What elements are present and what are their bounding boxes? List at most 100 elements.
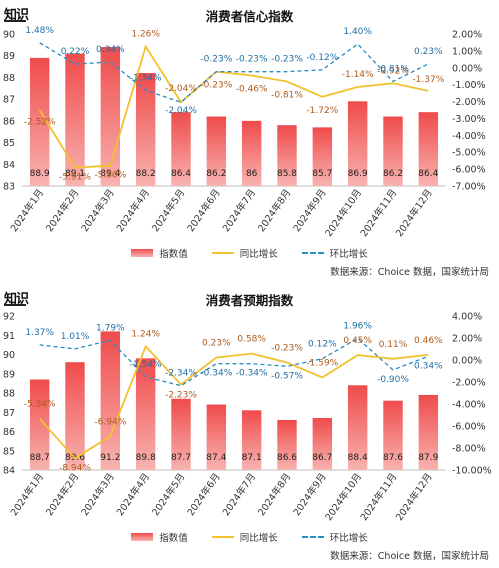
mom-data-label: -0.23% [236, 55, 268, 65]
y-tick-left: 83 [3, 182, 15, 193]
bar-value-label: 86.4 [418, 169, 438, 179]
y-tick-left: 89 [3, 369, 15, 380]
x-tick-label: 2024年2月 [43, 187, 81, 234]
bar-value-label: 86 [246, 169, 258, 179]
mom-data-label: 1.79% [96, 323, 125, 333]
y-tick-right: -8.00% [452, 444, 486, 455]
x-tick-label: 2024年3月 [79, 187, 117, 234]
y-tick-left: 87 [3, 408, 15, 419]
bar-value-label: 86.2 [206, 169, 226, 179]
yoy-data-label: 0.11% [379, 340, 408, 350]
y-tick-right: -1.00% [452, 80, 486, 91]
bar [206, 404, 227, 470]
chart-title: 消费者信心指数 [205, 9, 294, 24]
bar [347, 101, 368, 186]
x-tick-label: 2024年6月 [185, 471, 223, 518]
yoy-data-label: -5.80% [94, 171, 126, 181]
x-tick-label: 2024年3月 [79, 471, 117, 518]
source-note: 数据来源：Choice 数据，国家统计局 [330, 267, 489, 278]
legend-item-mom: 环比增长 [301, 530, 368, 544]
x-tick-label: 2024年9月 [291, 187, 329, 234]
legend-swatch-yoy [211, 536, 234, 538]
bar-value-label: 88.7 [30, 453, 50, 463]
bar [277, 419, 297, 470]
mom-data-label: 0.34% [414, 361, 443, 371]
y-tick-left: 85 [3, 446, 15, 457]
x-tick-label: 2024年12月 [393, 187, 435, 239]
legend-label: 环比增长 [329, 533, 368, 544]
mom-data-label: -0.57% [271, 371, 303, 381]
y-tick-left: 85 [3, 138, 15, 149]
x-tick-label: 2024年8月 [255, 187, 293, 234]
bar [277, 125, 297, 186]
y-tick-left: 90 [3, 30, 15, 41]
legend-item-yoy: 同比增长 [211, 530, 278, 544]
bar-value-label: 91.2 [100, 453, 120, 463]
bar [135, 358, 156, 470]
x-tick-label: 2024年9月 [291, 471, 329, 518]
chart-svg-expectation: 84 85 86 87 88 89 90 91 92 4.00% 2.00% 0.00% -2.00% -… [3, 312, 492, 523]
legend-swatch-bar [131, 533, 154, 541]
yoy-data-label: 0.23% [202, 338, 231, 348]
bar [418, 394, 439, 470]
bar [29, 379, 50, 470]
yoy-data-label: -0.92% [377, 66, 409, 76]
bar [65, 362, 85, 470]
y-tick-left: 88 [3, 73, 15, 84]
bar-value-label: 86.2 [383, 169, 403, 179]
mom-data-label: 0.22% [61, 47, 90, 57]
y-tick-right: -4.00% [452, 400, 486, 411]
x-tick-label: 2024年2月 [43, 471, 81, 518]
bar-value-label: 88.4 [348, 453, 368, 463]
bar [171, 112, 191, 186]
x-tick-label: 2024年7月 [220, 471, 258, 518]
y-tick-right: -5.00% [452, 148, 486, 159]
bar [29, 57, 50, 187]
series-line-yoy [38, 44, 429, 169]
yoy-data-label: -1.37% [412, 75, 444, 85]
legend: 指数值 同比增长 环比增长 [0, 530, 499, 544]
y-tick-right: -4.00% [452, 131, 486, 142]
yoy-data-label: -0.23% [271, 344, 303, 354]
mom-data-label: -0.12% [306, 53, 338, 63]
bar-value-label: 89.4 [100, 169, 120, 179]
yoy-data-label: -5.91% [59, 173, 91, 183]
x-tick-label: 2024年6月 [185, 187, 223, 234]
yoy-data-label: -0.81% [271, 90, 303, 100]
y-tick-right: 1.00% [452, 46, 482, 57]
brand-logo-underline [4, 20, 26, 22]
mom-data-label: -2.04% [165, 106, 197, 116]
y-tick-right: 0.00% [452, 356, 482, 367]
chart-panel-expectation: 知识 消费者预期指数 84 85 86 87 88 89 90 91 92 4.00% 2.00% 0… [0, 284, 499, 564]
bar-value-label: 86.4 [171, 169, 191, 179]
bar [312, 127, 333, 186]
y-tick-right: -6.00% [452, 165, 486, 176]
legend-item-mom: 环比增长 [301, 246, 368, 260]
y-tick-right: -3.00% [452, 114, 486, 125]
x-tick-label: 2024年11月 [358, 187, 400, 239]
brand-logo: 知识 [4, 292, 29, 307]
x-tick-label: 2024年8月 [255, 471, 293, 518]
source-note: 数据来源：Choice 数据，国家统计局 [330, 551, 489, 562]
legend-label: 指数值 [159, 249, 188, 260]
y-tick-right: -2.00% [452, 97, 486, 108]
bar [312, 418, 333, 470]
mom-data-label: -0.23% [200, 55, 232, 65]
yoy-data-label: 1.24% [131, 329, 160, 339]
yoy-data-label: -2.04% [165, 84, 197, 94]
yoy-data-label: -1.14% [342, 70, 374, 80]
bar [347, 385, 368, 470]
yoy-data-label: 0.45% [343, 336, 372, 346]
yoy-data-label: -2.52% [24, 117, 56, 127]
legend-swatch-yoy [211, 252, 234, 254]
mom-data-label: -2.34% [165, 369, 197, 379]
legend-swatch-mom [301, 252, 324, 254]
x-tick-label: 2024年10月 [323, 471, 365, 523]
y-tick-right: 2.00% [452, 334, 482, 345]
mom-data-label: 0.23% [414, 47, 443, 57]
yoy-data-label: -1.72% [306, 106, 338, 116]
chart-title: 消费者预期指数 [205, 293, 294, 308]
y-tick-left: 92 [3, 312, 15, 323]
y-tick-right: -7.00% [452, 182, 486, 193]
y-tick-right: -6.00% [452, 422, 486, 433]
